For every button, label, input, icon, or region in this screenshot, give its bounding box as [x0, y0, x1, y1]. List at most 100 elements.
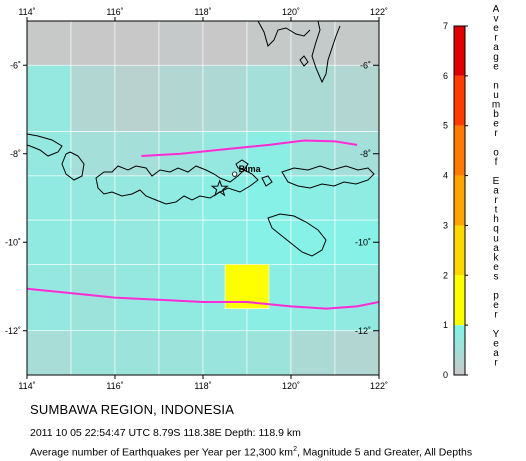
lat-tick-label-right: -8˚	[360, 149, 371, 159]
region-title: SUMBAWA REGION, INDONESIA	[30, 402, 235, 417]
grid-cell	[246, 21, 292, 66]
plate-boundaries	[27, 139, 379, 310]
sulawesi-coast	[311, 21, 341, 84]
city-label: Bima	[239, 164, 262, 174]
lon-tick-label-top: 120˚	[282, 7, 300, 17]
grid-cell	[70, 330, 116, 375]
grid-cell	[70, 64, 116, 132]
lon-tick-label-top: 114˚	[18, 7, 35, 17]
rate-grid	[27, 21, 379, 375]
grid-cell	[334, 131, 379, 177]
bali-coast	[27, 133, 63, 157]
grid-cell	[202, 330, 248, 375]
colorbar-frame	[453, 25, 466, 376]
grid-cell	[27, 64, 72, 132]
lon-tick-label-bottom: 116˚	[106, 381, 123, 391]
sumba-coast	[267, 213, 327, 257]
colorbar-tick-label: 4	[443, 171, 448, 181]
grid-cell	[158, 21, 204, 66]
colorbar-segment	[454, 125, 465, 176]
grid-cell	[114, 21, 160, 66]
grid-cell	[70, 131, 116, 177]
coastlines	[27, 21, 375, 257]
rate-note-sup: 2	[293, 446, 297, 453]
flores-coast	[281, 165, 375, 189]
lon-tick-label-bottom: 118˚	[194, 381, 211, 391]
colorbar-tick-label: 6	[443, 71, 448, 81]
grid-cell	[290, 64, 336, 132]
lat-tick-label-left: -12˚	[5, 326, 21, 336]
laut-islet	[299, 55, 309, 67]
markers: Bima	[210, 164, 262, 197]
colorbar-segment	[454, 75, 465, 126]
grid-cell	[246, 175, 292, 221]
colorbar-tick-label: 2	[443, 270, 448, 280]
grid-cell	[70, 21, 116, 66]
grid-cell	[334, 264, 379, 332]
grid-cell	[27, 21, 72, 66]
grid-cell	[114, 330, 160, 375]
grid-cell	[202, 219, 248, 265]
grid-cell	[158, 219, 204, 265]
grid-cell	[334, 64, 379, 132]
grid-cell	[70, 219, 116, 265]
grid-cell	[334, 21, 379, 66]
lon-tick-label-bottom: 114˚	[18, 381, 35, 391]
grid-cell	[27, 219, 72, 265]
lon-tick-label-bottom: 122˚	[370, 381, 388, 391]
rate-note-prefix: Average number of Earthquakes per Year p…	[30, 446, 294, 459]
grid-cell	[158, 64, 204, 132]
rate-note: Average number of Earthquakes per Year p…	[30, 446, 472, 459]
grid-cell	[334, 219, 379, 265]
lon-tick-label-top: 118˚	[194, 7, 211, 17]
grid-cell	[114, 219, 160, 265]
colorbar-tick-label: 3	[443, 220, 448, 230]
colorbar-tick-label: 7	[443, 21, 448, 31]
grid-cell	[334, 330, 379, 375]
grid-cell	[158, 330, 204, 375]
lon-tick-label-top: 116˚	[106, 7, 123, 17]
grid-cell	[290, 219, 336, 265]
lat-tick-label-left: -8˚	[10, 149, 21, 159]
grid-cell	[27, 175, 72, 221]
epicenter-star-icon	[210, 179, 229, 197]
axis-ticks: 114˚ 114˚ 116˚ 116˚ 118˚ 118˚ 120˚ 120˚ 122˚ 122˚…	[5, 7, 388, 391]
grid-cell	[290, 330, 336, 375]
grid-cell	[27, 330, 72, 375]
plate-boundary-line	[141, 139, 358, 157]
grid-cell	[114, 131, 160, 177]
lat-tick-label-left: -6˚	[10, 60, 21, 70]
lat-tick-label-right: -6˚	[360, 60, 371, 70]
grid-cell	[202, 64, 248, 132]
sangeang-coast	[235, 159, 249, 171]
lat-tick-label-right: -12˚	[355, 326, 371, 336]
colorbar-segment	[454, 325, 465, 375]
colorbar-segment	[454, 26, 465, 76]
city-dot-icon	[232, 171, 238, 177]
grid-cell	[158, 264, 204, 332]
plate-boundary-line	[27, 287, 379, 310]
rate-note-suffix: , Magnitude 5 and Greater, All Depths	[296, 446, 473, 459]
colorbar-tick-label: 0	[443, 370, 448, 380]
grid-cell	[27, 264, 72, 332]
lat-tick-label-right: -10˚	[355, 237, 371, 247]
lon-tick-label-top: 122˚	[370, 7, 388, 17]
lombok-coast	[61, 151, 85, 181]
grid-cell	[114, 64, 160, 132]
colorbar-tick-label: 5	[443, 121, 448, 131]
colorbar-segment	[454, 275, 465, 326]
colorbar-tick-label: 1	[443, 320, 448, 330]
grid-cell	[246, 219, 292, 265]
colorbar-segment	[454, 175, 465, 226]
grid-cell	[114, 175, 160, 221]
event-info: 2011 10 05 22:54:47 UTC 8.79S 118.38E De…	[30, 427, 301, 439]
grid-cell	[246, 64, 292, 132]
grid-cell	[246, 330, 292, 375]
lat-tick-label-left: -10˚	[5, 237, 21, 247]
grid-cell	[290, 175, 336, 221]
colorbar-segment	[454, 225, 465, 276]
borneo-coast	[257, 21, 311, 47]
